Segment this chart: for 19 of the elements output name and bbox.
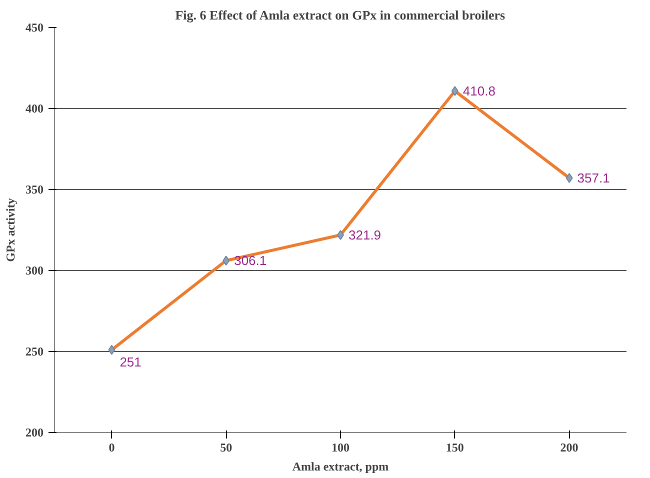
data-label: 251 bbox=[120, 354, 142, 370]
chart-title: Fig. 6 Effect of Amla extract on GPx in commercial broilers bbox=[175, 8, 506, 22]
y-tick-label: 450 bbox=[26, 20, 44, 34]
y-tick-label: 400 bbox=[26, 102, 44, 116]
x-axis-title: Amla extract, ppm bbox=[292, 460, 389, 474]
data-label: 306.1 bbox=[234, 253, 267, 268]
data-label: 321.9 bbox=[348, 228, 382, 243]
y-axis-title: GPx activity bbox=[4, 198, 18, 262]
data-label: 357.1 bbox=[577, 170, 610, 186]
y-tick-label: 350 bbox=[26, 182, 44, 196]
x-tick-label: 0 bbox=[108, 440, 115, 454]
y-tick-label: 300 bbox=[26, 264, 44, 278]
x-tick-label: 200 bbox=[560, 440, 578, 454]
x-tick-label: 150 bbox=[446, 440, 464, 454]
data-label: 410.8 bbox=[462, 84, 496, 99]
x-tick-label: 100 bbox=[332, 440, 350, 454]
y-tick-label: 250 bbox=[26, 344, 44, 358]
x-tick-label: 50 bbox=[220, 440, 232, 454]
y-tick-label: 200 bbox=[26, 426, 44, 440]
